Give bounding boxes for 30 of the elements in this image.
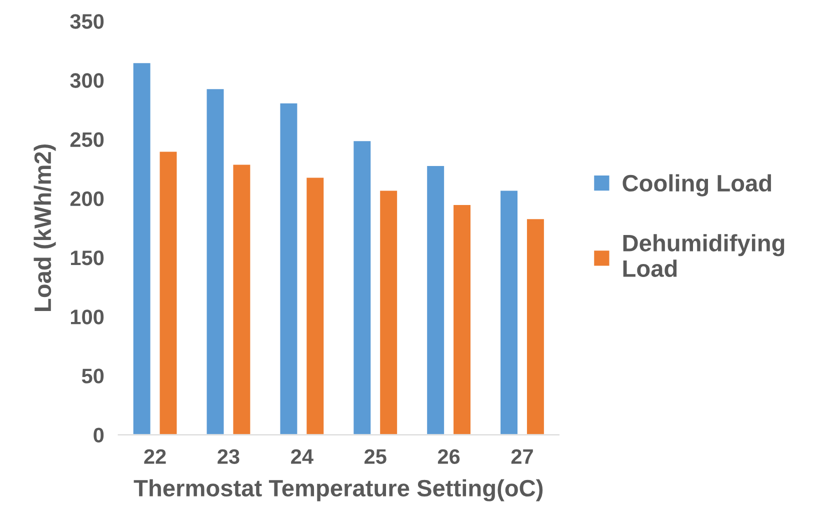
y-tick-label: 0 <box>94 428 104 443</box>
bar <box>158 150 178 435</box>
y-axis-title: Load (kWh/m2) <box>34 144 56 311</box>
bar <box>352 140 372 435</box>
x-tick-label: 27 <box>511 449 533 464</box>
bar <box>378 189 398 435</box>
bar <box>426 164 446 435</box>
bar <box>132 62 152 435</box>
y-tick-label: 250 <box>70 132 104 148</box>
bar <box>499 189 519 435</box>
x-axis-title: Thermostat Temperature Setting(oC) <box>134 479 543 502</box>
x-tick-label: 25 <box>364 449 386 464</box>
y-tick-label: 300 <box>70 73 104 88</box>
y-tick-label: 350 <box>70 14 104 29</box>
y-tick-label: 200 <box>70 191 104 206</box>
bar <box>526 218 546 435</box>
legend-label: Cooling Load <box>622 174 772 196</box>
bar <box>278 102 299 435</box>
bar <box>205 88 226 435</box>
y-tick-label: 50 <box>82 368 104 384</box>
y-tick-label: 100 <box>70 310 104 324</box>
y-tick-label: 150 <box>70 250 104 266</box>
x-tick-label: 22 <box>144 449 166 464</box>
legend-label: Dehumidifying Load <box>623 234 784 277</box>
x-tick-label: 23 <box>218 449 240 464</box>
bar <box>232 163 252 435</box>
bar <box>452 204 472 435</box>
x-tick-label: 24 <box>291 449 314 464</box>
x-tick-label: 26 <box>438 449 460 464</box>
bar <box>305 176 326 435</box>
